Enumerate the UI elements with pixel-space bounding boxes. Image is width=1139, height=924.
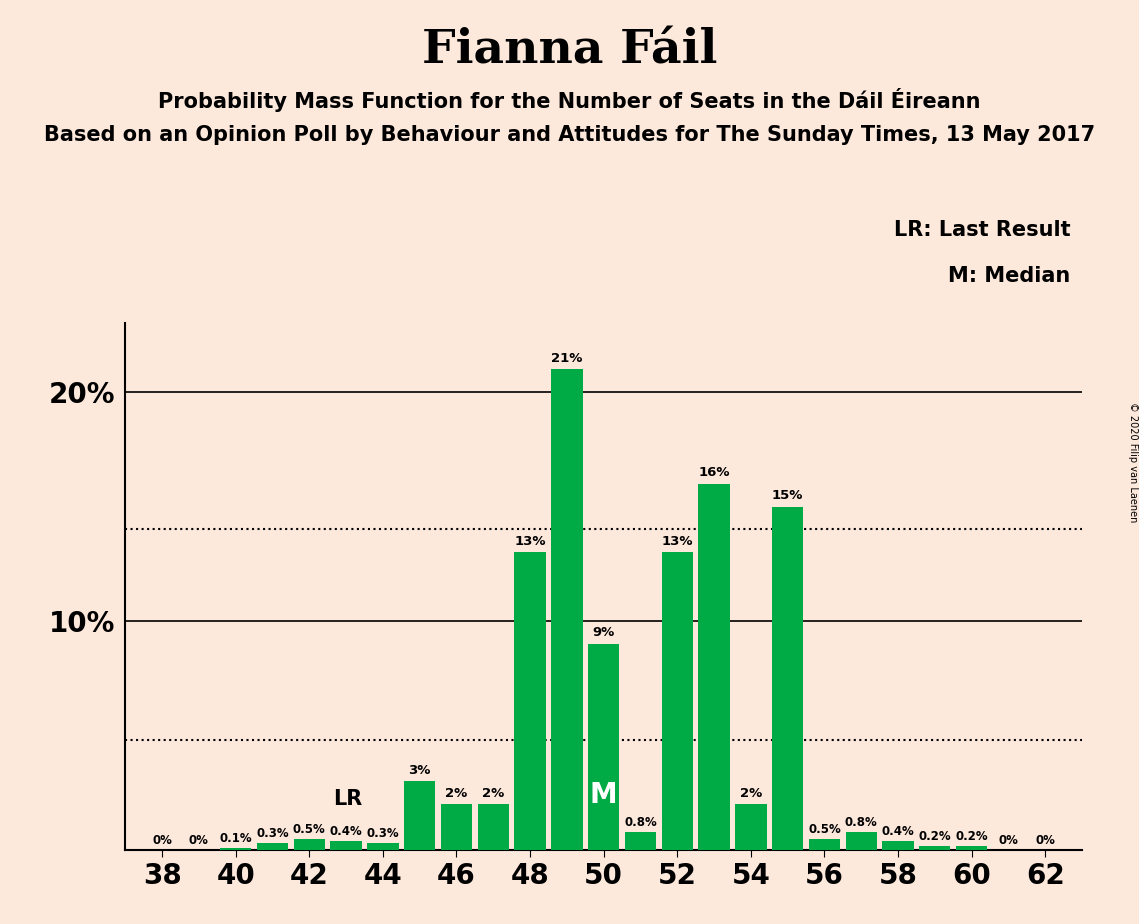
Text: 0.1%: 0.1% bbox=[220, 832, 252, 845]
Text: 0.5%: 0.5% bbox=[293, 823, 326, 836]
Bar bbox=[220, 848, 252, 850]
Bar bbox=[698, 483, 730, 850]
Text: 0%: 0% bbox=[1035, 834, 1055, 847]
Text: Fianna Fáil: Fianna Fáil bbox=[421, 28, 718, 74]
Text: LR: Last Result: LR: Last Result bbox=[894, 220, 1071, 240]
Bar bbox=[662, 553, 693, 850]
Bar bbox=[294, 839, 325, 850]
Text: LR: LR bbox=[334, 789, 362, 808]
Text: 0.3%: 0.3% bbox=[256, 828, 289, 841]
Text: 2%: 2% bbox=[482, 786, 505, 799]
Text: 0.5%: 0.5% bbox=[808, 823, 841, 836]
Bar bbox=[956, 845, 988, 850]
Text: 13%: 13% bbox=[662, 535, 693, 548]
Text: 0.8%: 0.8% bbox=[845, 816, 878, 829]
Bar bbox=[772, 506, 803, 850]
Bar bbox=[736, 804, 767, 850]
Text: 0.2%: 0.2% bbox=[956, 830, 988, 843]
Bar bbox=[256, 844, 288, 850]
Bar bbox=[330, 841, 362, 850]
Text: 0.3%: 0.3% bbox=[367, 828, 399, 841]
Text: 21%: 21% bbox=[551, 352, 582, 365]
Text: 13%: 13% bbox=[515, 535, 546, 548]
Text: 2%: 2% bbox=[739, 786, 762, 799]
Bar bbox=[883, 841, 913, 850]
Bar bbox=[845, 832, 877, 850]
Text: 0.4%: 0.4% bbox=[882, 825, 915, 838]
Text: 0%: 0% bbox=[153, 834, 172, 847]
Text: 0.8%: 0.8% bbox=[624, 816, 657, 829]
Text: 0%: 0% bbox=[189, 834, 208, 847]
Text: 0%: 0% bbox=[999, 834, 1018, 847]
Text: 0.2%: 0.2% bbox=[918, 830, 951, 843]
Bar bbox=[515, 553, 546, 850]
Bar bbox=[367, 844, 399, 850]
Text: 9%: 9% bbox=[592, 626, 615, 639]
Bar bbox=[441, 804, 473, 850]
Text: 3%: 3% bbox=[409, 764, 431, 777]
Text: 2%: 2% bbox=[445, 786, 468, 799]
Bar bbox=[477, 804, 509, 850]
Bar bbox=[809, 839, 841, 850]
Text: © 2020 Filip van Laenen: © 2020 Filip van Laenen bbox=[1129, 402, 1138, 522]
Text: Based on an Opinion Poll by Behaviour and Attitudes for The Sunday Times, 13 May: Based on an Opinion Poll by Behaviour an… bbox=[44, 125, 1095, 145]
Bar bbox=[551, 370, 582, 850]
Bar bbox=[919, 845, 950, 850]
Bar bbox=[625, 832, 656, 850]
Bar bbox=[588, 644, 620, 850]
Text: Probability Mass Function for the Number of Seats in the Dáil Éireann: Probability Mass Function for the Number… bbox=[158, 88, 981, 112]
Text: 0.4%: 0.4% bbox=[329, 825, 362, 838]
Text: 15%: 15% bbox=[772, 489, 803, 502]
Bar bbox=[404, 782, 435, 850]
Text: 16%: 16% bbox=[698, 466, 730, 480]
Text: M: M bbox=[590, 781, 617, 809]
Text: M: Median: M: Median bbox=[949, 266, 1071, 286]
